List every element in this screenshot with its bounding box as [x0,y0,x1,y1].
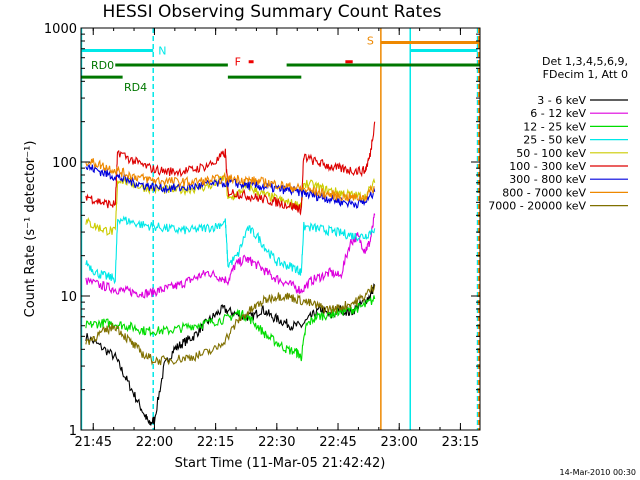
x-tick-label-3: 22:30 [258,435,295,450]
series-line-5 [85,121,376,216]
y-tick-label-1: 10 [60,290,77,305]
series-line-1 [85,213,376,299]
legend-label-0: 3 - 6 keV [537,94,586,107]
legend-label-8: 7000 - 20000 keV [488,200,586,213]
x-tick-label-5: 23:00 [380,435,417,450]
x-tick-label-4: 22:45 [319,435,356,450]
plot-frame [80,27,481,431]
legend-label-4: 50 - 100 keV [516,147,586,160]
legend-header-line-1: Det 1,3,4,5,6,9, [542,55,628,68]
y-tick-label-3: 1000 [44,22,77,37]
series-line-3 [85,215,376,285]
axis-ticks: 21:45 22:00 22:15 22:30 22:45 23:00 23:15 1 10 10… [44,22,480,450]
legend-label-3: 25 - 50 keV [523,134,586,147]
flag-label-rd0: RD0 [91,59,114,72]
flag-bars: N S F RD0 RD4 [81,34,480,94]
y-tick-label-2: 100 [52,156,77,171]
flag-label-rd4: RD4 [124,81,147,94]
y-axis-label: Count Rate (s⁻¹ detector⁻¹) [23,141,38,318]
x-tick-label-1: 22:00 [136,435,173,450]
flag-label-n: N [158,44,166,57]
footer-timestamp: 14-Mar-2010 00:30 [560,468,637,477]
flag-label-f: F [235,56,241,69]
x-tick-label-6: 23:15 [442,435,479,450]
x-tick-label-0: 21:45 [75,435,112,450]
data-series [85,121,376,426]
series-line-6 [85,163,376,209]
legend-label-6: 300 - 800 keV [509,173,586,186]
x-axis-label: Start Time (11-Mar-05 21:42:42) [175,456,386,471]
series-line-0 [85,283,376,426]
legend-header-line-2: FDecim 1, Att 0 [543,68,628,81]
chart-title: HESSI Observing Summary Count Rates [102,2,441,22]
series-line-7 [85,158,375,202]
series-line-2 [85,295,376,362]
legend-label-7: 800 - 7000 keV [502,186,586,199]
flag-label-s: S [367,34,374,47]
y-tick-label-0: 1 [69,424,77,439]
x-tick-label-2: 22:15 [197,435,234,450]
legend-label-5: 100 - 300 keV [509,160,586,173]
legend: Det 1,3,4,5,6,9, FDecim 1, Att 0 3 - 6 k… [488,55,628,213]
legend-label-1: 6 - 12 keV [530,107,586,120]
legend-label-2: 12 - 25 keV [523,120,586,133]
plot-area: N S F RD0 RD4 21:45 22:00 22:15 22:30 22:45 23:00… [44,22,481,450]
series-line-8 [85,284,376,366]
